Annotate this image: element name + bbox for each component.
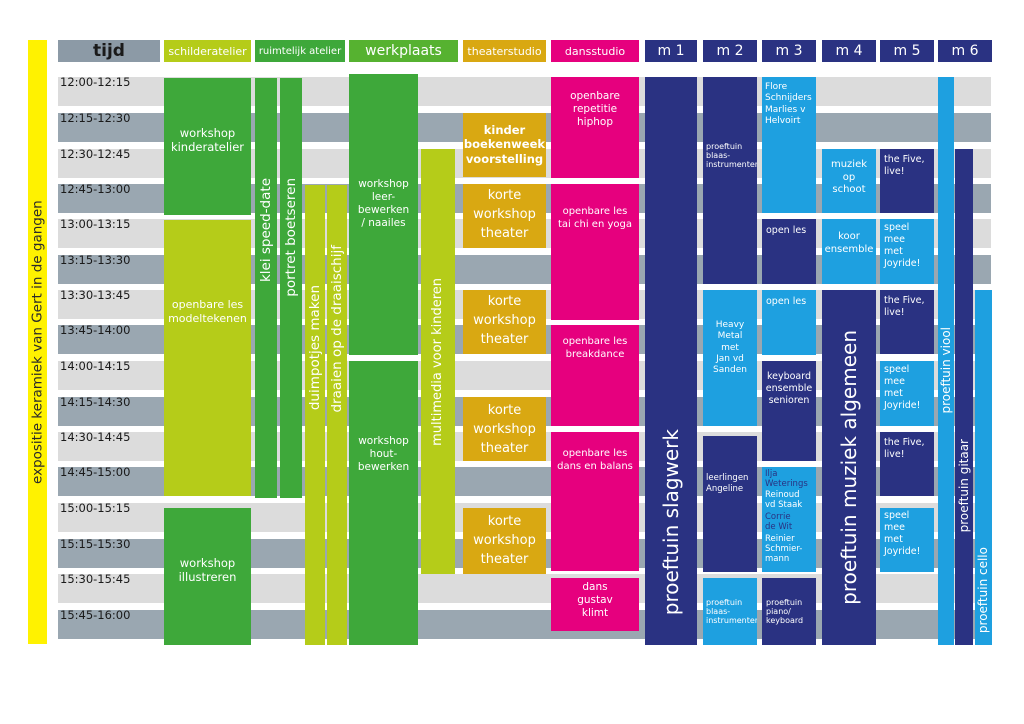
time-label: 13:15-13:30: [60, 253, 131, 267]
header-theaterstudio: theaterstudio: [463, 40, 546, 62]
header-m6: m 6: [938, 40, 992, 62]
time-label: 13:30-13:45: [60, 288, 131, 302]
block-dans-balans: openbare les dans en balans: [551, 432, 639, 571]
block-heavy-metal: Heavy Metal met Jan vd Sanden: [703, 290, 757, 426]
block-speed-date: klei speed-date: [255, 78, 277, 498]
block-korte-workshop: korte workshop theater: [463, 508, 546, 574]
side-label: expositie keramiek van Gert in de gangen: [29, 200, 46, 484]
block-the-five: the Five, live!: [880, 149, 934, 213]
block-piano-keyboard: proeftuin piano/ keyboard: [762, 578, 816, 645]
header-m3: m 3: [762, 40, 816, 62]
header-m5: m 5: [880, 40, 934, 62]
time-label: 13:00-13:15: [60, 217, 131, 231]
block-duimpotjes: duimpotjes maken: [305, 185, 325, 645]
time-label: 12:30-12:45: [60, 147, 131, 161]
time-label: 14:30-14:45: [60, 430, 131, 444]
header-dansstudio: dansstudio: [551, 40, 639, 62]
block-gitaar: proeftuin gitaar: [955, 149, 973, 645]
time-label: 14:00-14:15: [60, 359, 131, 373]
block-blaas-2: proeftuin blaas- instrumenten: [703, 578, 757, 645]
block-the-five: the Five, live!: [880, 290, 934, 354]
block-blaas-1: proeftuin blaas- instrumenten: [703, 77, 757, 284]
block-houtbewerken: workshop hout- bewerken: [349, 361, 418, 645]
block-angeline: leerlingen Angeline: [703, 436, 757, 572]
block-open-les: open les: [762, 219, 816, 284]
header-schilderatelier: schilderatelier: [164, 40, 251, 62]
block-muziek-op-schoot: muziek op schoot: [822, 149, 876, 213]
time-label: 14:15-14:30: [60, 395, 131, 409]
time-label: 15:15-15:30: [60, 537, 131, 551]
block-cello: proeftuin cello: [975, 290, 992, 645]
block-flore: Flore Schnijders Marlies v Helvoirt: [762, 77, 816, 213]
time-label: 15:00-15:15: [60, 501, 131, 515]
block-viool: proeftuin viool: [938, 77, 954, 645]
time-label: 12:15-12:30: [60, 111, 131, 125]
block-slagwerk: proeftuin slagwerk: [645, 77, 697, 645]
header-tijd: tijd: [58, 40, 160, 62]
time-label: 12:45-13:00: [60, 182, 131, 196]
header-werkplaats: werkplaats: [349, 40, 458, 62]
block-korte-workshop: korte workshop theater: [463, 397, 546, 461]
block-koor-ensemble: koor ensemble: [822, 219, 876, 284]
block-taichi: openbare les tai chi en yoga: [551, 184, 639, 320]
block-hiphop: openbare repetitie hiphop: [551, 77, 639, 178]
block-open-les: open les: [762, 290, 816, 355]
header-m2: m 2: [703, 40, 757, 62]
header-m1: m 1: [645, 40, 697, 62]
time-label: 14:45-15:00: [60, 465, 131, 479]
block-illustreren: workshop illustreren: [164, 508, 251, 645]
header-m4: m 4: [822, 40, 876, 62]
block-boekenweek: kinder boekenweek voorstelling: [463, 113, 546, 177]
block-kinderatelier: workshop kinderatelier: [164, 78, 251, 215]
block-ilja: Ilja Weterings Reinoud vd Staak Corrie d…: [762, 467, 816, 572]
block-multimedia: multimedia voor kinderen: [421, 149, 455, 574]
block-keyboard-ensemble: keyboard ensemble senioren: [762, 361, 816, 461]
header-ruimtelijk: ruimtelijk atelier: [255, 40, 345, 62]
block-speel-mee: speel mee met Joyride!: [880, 361, 934, 426]
block-leerbewerken: workshop leer- bewerken / naailes: [349, 74, 418, 355]
block-muziek-algemeen: proeftuin muziek algemeen: [822, 290, 876, 645]
block-the-five: the Five, live!: [880, 432, 934, 496]
time-label: 13:45-14:00: [60, 323, 131, 337]
block-korte-workshop: korte workshop theater: [463, 184, 546, 248]
block-breakdance: openbare les breakdance: [551, 325, 639, 426]
block-korte-workshop: korte workshop theater: [463, 290, 546, 354]
block-speel-mee: speel mee met Joyride!: [880, 508, 934, 572]
block-klimt: dans gustav klimt: [551, 578, 639, 631]
block-modeltekenen: openbare les modeltekenen: [164, 220, 251, 496]
block-speel-mee: speel mee met Joyride!: [880, 219, 934, 284]
side-bar: [28, 40, 47, 644]
time-label: 12:00-12:15: [60, 75, 131, 89]
time-label: 15:45-16:00: [60, 608, 131, 622]
block-draaischijf: draaien op de draaischijf: [327, 185, 347, 645]
time-label: 15:30-15:45: [60, 572, 131, 586]
block-portret: portret boetseren: [280, 78, 302, 498]
